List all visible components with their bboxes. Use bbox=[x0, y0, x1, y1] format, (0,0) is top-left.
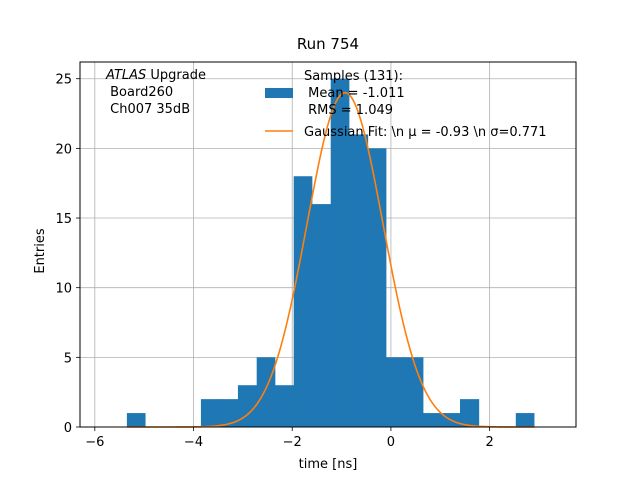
histogram-bar bbox=[311, 204, 332, 427]
x-tick-label: −6 bbox=[85, 435, 104, 450]
histogram-bar bbox=[515, 413, 535, 427]
legend: Samples (131): Mean = -1.011 RMS = 1.049… bbox=[265, 69, 547, 140]
histogram-bar bbox=[348, 134, 369, 427]
legend-histogram-swatch bbox=[265, 88, 293, 98]
plot-area-frame bbox=[79, 61, 577, 428]
y-axis-title: Entries bbox=[33, 228, 48, 274]
x-tick-label: −4 bbox=[184, 435, 203, 450]
annotation-atlas: ATLAS bbox=[105, 68, 146, 83]
annotation-line-3: Ch007 35dB bbox=[106, 102, 190, 117]
histogram-bar bbox=[256, 357, 276, 427]
legend-histogram-line-1: Samples (131): bbox=[304, 69, 403, 84]
y-tick-label: 5 bbox=[64, 351, 72, 366]
x-tick-label: 2 bbox=[485, 435, 493, 450]
atlas-annotation: ATLAS Upgrade Board260 Ch007 35dB bbox=[105, 68, 206, 117]
y-tick-label: 25 bbox=[55, 73, 72, 88]
histogram-bar bbox=[460, 399, 480, 427]
histogram-bar bbox=[293, 176, 313, 427]
y-tick-label: 20 bbox=[55, 142, 72, 157]
annotation-upgrade: Upgrade bbox=[146, 68, 206, 83]
histogram-bars bbox=[126, 78, 535, 428]
chart-title: Run 754 bbox=[297, 35, 359, 53]
x-tick-label: −2 bbox=[283, 435, 302, 450]
legend-fit-label: Gaussian Fit: \n μ = -0.93 \n σ=0.771 bbox=[304, 125, 547, 140]
annotation-line-1: ATLAS Upgrade bbox=[105, 68, 206, 83]
legend-histogram-line-3: RMS = 1.049 bbox=[304, 103, 393, 118]
histogram-bar bbox=[200, 399, 221, 427]
histogram-bar bbox=[274, 385, 295, 427]
histogram-bar bbox=[237, 385, 258, 427]
histogram-bar bbox=[330, 78, 350, 427]
annotation-line-2: Board260 bbox=[106, 85, 173, 100]
legend-histogram-line-2: Mean = -1.011 bbox=[304, 86, 405, 101]
x-tick-label: 0 bbox=[387, 435, 395, 450]
histogram-bar bbox=[404, 357, 424, 427]
y-tick-label: 10 bbox=[55, 282, 72, 297]
grid bbox=[80, 62, 576, 428]
y-tick-label: 0 bbox=[64, 421, 72, 436]
histogram-bar bbox=[219, 399, 239, 427]
histogram-bar bbox=[423, 413, 443, 427]
histogram-bar bbox=[126, 413, 146, 427]
histogram-bar bbox=[385, 357, 406, 427]
y-tick-label: 15 bbox=[55, 212, 72, 227]
x-axis-title: time [ns] bbox=[299, 457, 358, 472]
